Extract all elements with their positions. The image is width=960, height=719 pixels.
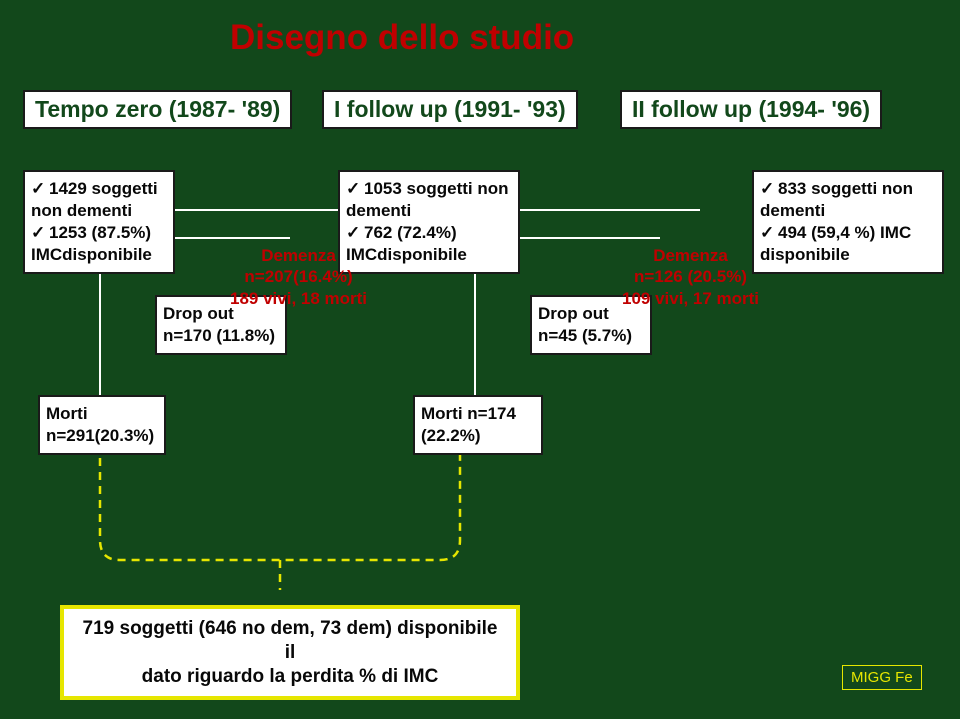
box-footer-summary: 719 soggetti (646 no dem, 73 dem) dispon… xyxy=(60,605,520,700)
label-demenza-1-l3: 189 vivi, 18 morti xyxy=(230,288,367,309)
label-demenza-1-l1: Demenza xyxy=(230,245,367,266)
footer-line2: dato riguardo la perdita % di IMC xyxy=(76,665,504,689)
header-tempo-zero: Tempo zero (1987- '89) xyxy=(23,90,292,129)
footer-line1: 719 soggetti (646 no dem, 73 dem) dispon… xyxy=(76,617,504,665)
label-demenza-2-l2: n=126 (20.5%) xyxy=(622,266,759,287)
box-baseline-line1: 1429 soggetti non dementi xyxy=(31,178,165,222)
page-title: Disegno dello studio xyxy=(230,18,574,58)
box-morti-1: Morti n=291(20.3%) xyxy=(38,395,166,455)
box-followup2-line1: 833 soggetti non dementi xyxy=(760,178,934,222)
header-followup-2: II follow up (1994- '96) xyxy=(620,90,882,129)
box-followup1-line2: 762 (72.4%) IMCdisponibile xyxy=(346,222,510,266)
tag-migg: MIGG Fe xyxy=(842,665,922,690)
box-followup1-line1: 1053 soggetti non dementi xyxy=(346,178,510,222)
label-demenza-2: Demenza n=126 (20.5%) 109 vivi, 17 morti xyxy=(622,245,759,309)
box-baseline-line2: 1253 (87.5%) IMCdisponibile xyxy=(31,222,165,266)
box-baseline: 1429 soggetti non dementi 1253 (87.5%) I… xyxy=(23,170,175,274)
label-demenza-1-l2: n=207(16.4%) xyxy=(230,266,367,287)
label-demenza-2-l3: 109 vivi, 17 morti xyxy=(622,288,759,309)
label-demenza-2-l1: Demenza xyxy=(622,245,759,266)
box-followup2: 833 soggetti non dementi 494 (59,4 %) IM… xyxy=(752,170,944,274)
box-followup2-line2: 494 (59,4 %) IMC disponibile xyxy=(760,222,934,266)
header-followup-1: I follow up (1991- '93) xyxy=(322,90,578,129)
box-morti-2: Morti n=174 (22.2%) xyxy=(413,395,543,455)
label-demenza-1: Demenza n=207(16.4%) 189 vivi, 18 morti xyxy=(230,245,367,309)
